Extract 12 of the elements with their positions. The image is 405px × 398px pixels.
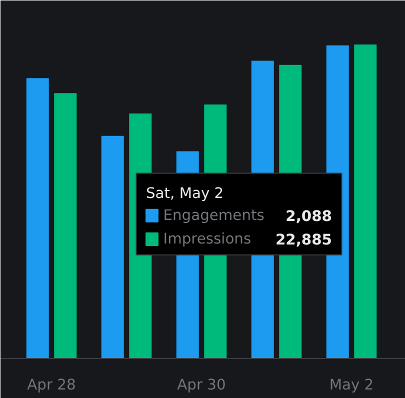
bar	[101, 136, 124, 358]
legend-label: Engagements	[163, 207, 264, 224]
x-tick-label: May 2	[329, 376, 374, 394]
annotation: 22,885	[275, 232, 332, 249]
bar	[26, 78, 49, 358]
legend-label: Impressions	[163, 230, 252, 248]
bar	[354, 44, 377, 358]
annotation: 2,088	[286, 208, 332, 226]
annotation: Sat, May 2	[146, 185, 224, 202]
x-tick-label: Apr 28	[27, 376, 76, 394]
x-tick-label: Apr 30	[177, 376, 226, 394]
bar	[54, 93, 77, 358]
